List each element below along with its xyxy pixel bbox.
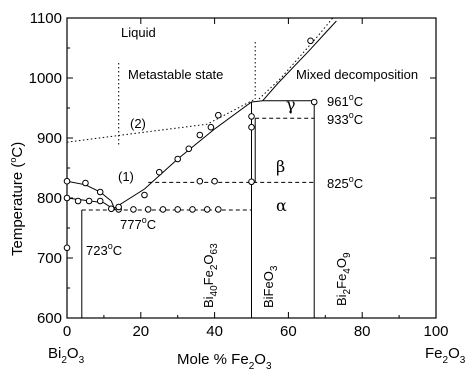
temp-label-777: 777oC bbox=[120, 215, 156, 232]
data-point-24 bbox=[214, 111, 222, 119]
data-point-6 bbox=[96, 197, 104, 205]
data-point-28 bbox=[248, 113, 255, 120]
data-point-14 bbox=[189, 206, 196, 213]
line-liquidus_hi_dashed bbox=[258, 17, 334, 100]
x-tick-label-20: 20 bbox=[132, 323, 149, 340]
y-tick-label-700: 700 bbox=[37, 250, 62, 267]
y-tick-label-900: 900 bbox=[37, 130, 62, 147]
y-tick-label-1100: 1100 bbox=[30, 10, 62, 27]
data-point-10 bbox=[130, 206, 137, 213]
temp-label-825: 825oC bbox=[327, 174, 363, 191]
x-tick-label-40: 40 bbox=[206, 323, 223, 340]
data-point-7 bbox=[107, 205, 115, 213]
data-point-27 bbox=[248, 178, 255, 186]
region-liquid: Liquid bbox=[121, 25, 156, 40]
data-point-15 bbox=[203, 206, 211, 213]
data-point-31 bbox=[307, 37, 314, 45]
x-tick-label-0: 0 bbox=[63, 323, 71, 340]
data-point-5 bbox=[85, 197, 93, 205]
data-point-4 bbox=[74, 197, 82, 205]
temp-label-723: 723oC bbox=[86, 241, 122, 258]
data-point-18 bbox=[141, 191, 148, 199]
data-point-21 bbox=[185, 145, 193, 153]
y-tick-label-600: 600 bbox=[37, 310, 62, 327]
curve-label-2: (2) bbox=[130, 116, 146, 131]
data-point-16 bbox=[214, 206, 222, 213]
data-point-30 bbox=[310, 98, 318, 106]
y-tick-label-800: 800 bbox=[37, 190, 62, 207]
region-alpha: α bbox=[276, 196, 287, 215]
x-axis-label: Mole % Fe2O3 bbox=[177, 351, 272, 372]
data-point-1 bbox=[82, 179, 89, 187]
data-points bbox=[63, 37, 318, 252]
data-point-13 bbox=[174, 206, 181, 213]
data-point-11 bbox=[144, 206, 152, 213]
region-mixed: Mixed decomposition bbox=[296, 67, 418, 82]
data-point-8 bbox=[63, 244, 71, 252]
temp-label-933: 933oC bbox=[327, 110, 363, 127]
data-point-17 bbox=[115, 203, 122, 211]
data-point-0 bbox=[63, 177, 71, 185]
x-tick-label-60: 60 bbox=[280, 323, 297, 340]
data-point-22 bbox=[196, 131, 204, 139]
compound-bi2fe4o9: Bi2Fe4O9 bbox=[334, 252, 353, 306]
data-point-20 bbox=[174, 155, 181, 163]
compound-bi40fe2o63: Bi40Fe2O63 bbox=[201, 243, 220, 308]
y-tick-label-1000: 1000 bbox=[29, 70, 62, 87]
x-tick-label-100: 100 bbox=[423, 323, 448, 340]
data-point-29 bbox=[248, 123, 255, 131]
data-point-2 bbox=[96, 188, 104, 196]
region-beta: β bbox=[276, 157, 285, 176]
data-point-19 bbox=[155, 168, 163, 176]
line-metastable2 bbox=[66, 98, 256, 143]
curve-label-1: (1) bbox=[118, 169, 134, 184]
y-axis-label: Temperature (oC) bbox=[8, 142, 26, 256]
data-point-3 bbox=[63, 194, 71, 202]
line-liquidus_hi bbox=[262, 20, 337, 102]
region-metastable: Metastable state bbox=[128, 67, 223, 82]
data-point-23 bbox=[207, 123, 215, 131]
data-point-26 bbox=[211, 177, 218, 185]
data-point-12 bbox=[159, 206, 167, 213]
region-gamma: γ bbox=[286, 95, 296, 114]
temp-label-961: 961oC bbox=[327, 92, 363, 109]
data-point-25 bbox=[196, 177, 204, 185]
end-label-bi2o3: Bi2O3 bbox=[48, 345, 85, 366]
compound-bifeo3: BiFeO3 bbox=[261, 265, 280, 308]
x-tick-label-80: 80 bbox=[354, 323, 371, 340]
end-label-fe2o3: Fe2O3 bbox=[425, 345, 466, 366]
tick-labels: 0 20 40 60 80 100 600 700 800 900 1000 1100 bbox=[29, 10, 449, 340]
